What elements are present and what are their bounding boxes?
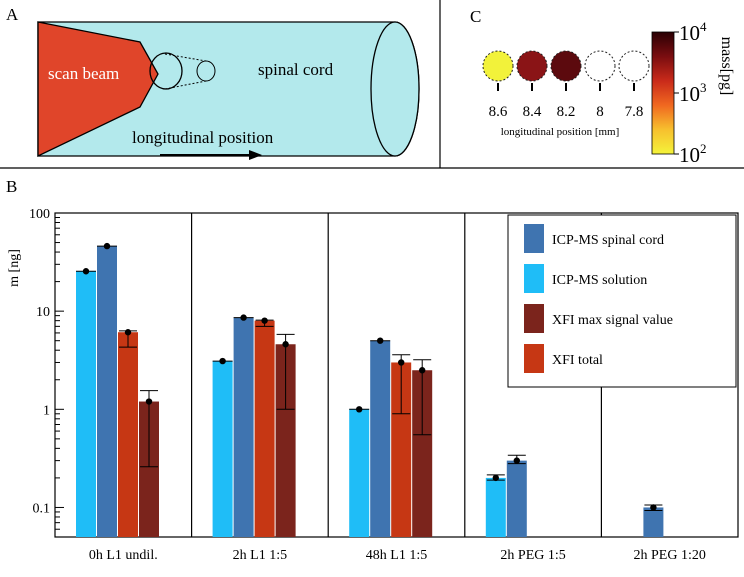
legend-label: ICP-MS spinal cord [552, 233, 664, 248]
bar-icp-solution [76, 271, 96, 537]
x-tick-label: 2h PEG 1:5 [500, 548, 565, 563]
colorbar-tick-label: 102 [679, 141, 707, 167]
position-tick-label: 8.6 [489, 104, 508, 120]
bar-icp-cord [370, 340, 391, 537]
cord-end-cap [370, 21, 420, 157]
position-circles: 8.6 8.4 8.2 8 7.8 [482, 50, 650, 120]
legend: ICP-MS spinal cord ICP-MS solution XFI max… [507, 214, 737, 388]
position-tick-label: 8.4 [523, 104, 542, 120]
legend-swatch [524, 344, 544, 373]
bar-xfi-total [391, 362, 412, 537]
colorbar-tick-label: 104 [679, 19, 707, 45]
position-circle [584, 50, 616, 82]
beam-cone-bottom [164, 80, 207, 90]
y-tick-label: 10 [36, 305, 50, 320]
bar-chart: 100 10 1 0.1 0h L1 undil. 2h L1 1:5 48h L1 1:5… [29, 207, 739, 563]
bar-icp-cord [506, 460, 527, 537]
panel-c-label: C [470, 7, 481, 26]
spinal-cord-diagram: scan beam spinal cord longitudinal posit… [37, 21, 420, 160]
x-tick-label: 2h L1 1:5 [233, 548, 287, 563]
colorbar-ticks: 104 103 102 [674, 19, 707, 167]
bar-xfi-total [118, 332, 138, 537]
panel-a-label: A [6, 5, 19, 24]
data-point [145, 398, 153, 405]
position-tick-label: 7.8 [625, 104, 644, 120]
position-circle [550, 50, 582, 82]
position-circle [516, 50, 548, 82]
panel-b-label: B [6, 177, 17, 196]
x-tick-label: 2h PEG 1:20 [634, 548, 706, 563]
legend-label: XFI total [552, 353, 603, 368]
data-point [513, 457, 520, 464]
colorbar-tick-label: 103 [679, 80, 707, 106]
bar-xfi-max [275, 344, 296, 537]
legend-label: ICP-MS solution [552, 273, 647, 288]
beam-focus-large [149, 52, 183, 90]
colorbar [651, 31, 675, 155]
data-point [124, 329, 132, 336]
legend-swatch [524, 264, 544, 293]
data-point [398, 359, 405, 366]
position-label: longitudinal position [132, 128, 274, 147]
bar-xfi-total [254, 320, 275, 537]
data-point [240, 314, 247, 321]
y-tick-label: 0.1 [33, 501, 51, 516]
bar-icp-solution [349, 409, 370, 537]
panel-c-xlabel: longitudinal position [mm] [501, 126, 620, 138]
data-point [356, 406, 363, 413]
data-point [650, 504, 657, 511]
legend-swatch [524, 304, 544, 333]
position-circle [482, 50, 514, 82]
data-point [261, 317, 268, 324]
bar-xfi-max [139, 401, 159, 537]
bar-icp-cord [233, 317, 254, 537]
legend-swatch [524, 224, 544, 253]
x-tick-label: 0h L1 undil. [89, 548, 158, 563]
cord-label: spinal cord [258, 60, 334, 79]
data-point [82, 268, 90, 275]
position-tick-label: 8.2 [557, 104, 576, 120]
data-point [492, 474, 499, 482]
x-tick-label: 48h L1 1:5 [366, 548, 427, 563]
beam-cone-top [164, 53, 207, 62]
data-point [419, 367, 426, 374]
bar-icp-solution [212, 361, 233, 537]
data-point [103, 242, 111, 250]
data-point [377, 337, 384, 344]
bar-icp-cord [97, 246, 117, 538]
scan-beam-arrow [37, 21, 159, 158]
y-tick-label: 100 [29, 207, 50, 222]
bar-xfi-max [412, 370, 433, 537]
colorbar-label: mass[pg] [718, 37, 735, 96]
legend-box [507, 214, 737, 388]
y-axis-label: m [ng] [7, 249, 22, 287]
position-circle [618, 50, 650, 82]
bar-icp-cord [643, 507, 664, 537]
position-arrow-head [249, 150, 262, 160]
position-tick-label: 8 [596, 104, 604, 120]
data-point [282, 341, 289, 348]
y-tick-label: 1 [43, 403, 50, 418]
legend-label: XFI max signal value [552, 313, 673, 328]
data-point [219, 357, 226, 365]
bar-icp-solution [485, 477, 506, 537]
beam-label: scan beam [48, 64, 119, 83]
